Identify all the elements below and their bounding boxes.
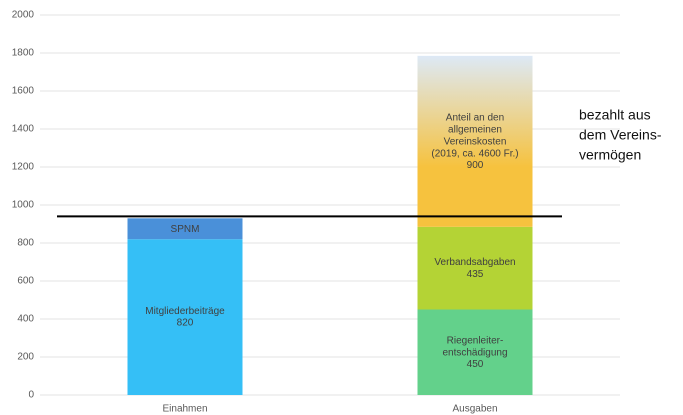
segment-label-line: (2019, ca. 4600 Fr.) xyxy=(431,148,518,159)
x-tick-label: Einahmen xyxy=(162,404,207,415)
y-tick-label: 1400 xyxy=(12,124,35,135)
segment-label: Verbandsabgaben xyxy=(434,257,515,268)
segment-label-line: Verbandsabgaben xyxy=(434,257,515,268)
value-label: 820 xyxy=(177,318,194,329)
annotation: vermögen xyxy=(579,147,641,163)
bar-segment xyxy=(417,226,533,310)
y-tick-label: 1800 xyxy=(12,48,35,59)
y-tick-label: 2000 xyxy=(12,10,35,21)
segment-label-line: SPNM xyxy=(171,223,200,234)
segment-label: Anteil an den allgemeinen Vereinskosten (20… xyxy=(431,112,518,159)
bar-segment xyxy=(417,55,533,227)
value-label: 435 xyxy=(467,269,484,280)
bar-segment xyxy=(127,239,243,395)
segment-label-line: Anteil an den xyxy=(446,112,504,123)
y-tick-label: 600 xyxy=(17,276,34,287)
y-tick-label: 800 xyxy=(17,238,34,249)
bar-segment xyxy=(417,309,533,395)
y-tick-label: 0 xyxy=(28,390,34,401)
segment-label: Mitgliederbeiträge xyxy=(145,306,225,317)
segment-label-line: Riegenleiter- xyxy=(447,335,504,346)
segment-label-line: entschädigung xyxy=(442,347,507,358)
y-tick-label: 1000 xyxy=(12,200,35,211)
value-label: 900 xyxy=(467,160,484,171)
segment-label-line: allgemeinen xyxy=(448,124,502,135)
segment-label: Riegenleiter-entschädigung xyxy=(442,335,507,358)
y-tick-label: 400 xyxy=(17,314,34,325)
x-tick-label: Ausgaben xyxy=(452,404,497,415)
y-tick-label: 1200 xyxy=(12,162,35,173)
annotation: bezahlt aus xyxy=(579,107,651,123)
segment-label-line: Mitgliederbeiträge xyxy=(145,306,225,317)
y-tick-label: 1600 xyxy=(12,86,35,97)
segment-label-line: Vereinskosten xyxy=(444,136,507,147)
annotation: dem Vereins- xyxy=(579,127,662,143)
value-label: 450 xyxy=(467,359,484,370)
y-tick-label: 200 xyxy=(17,352,34,363)
bar-segment xyxy=(127,218,243,240)
segment-label: SPNM xyxy=(171,223,200,234)
